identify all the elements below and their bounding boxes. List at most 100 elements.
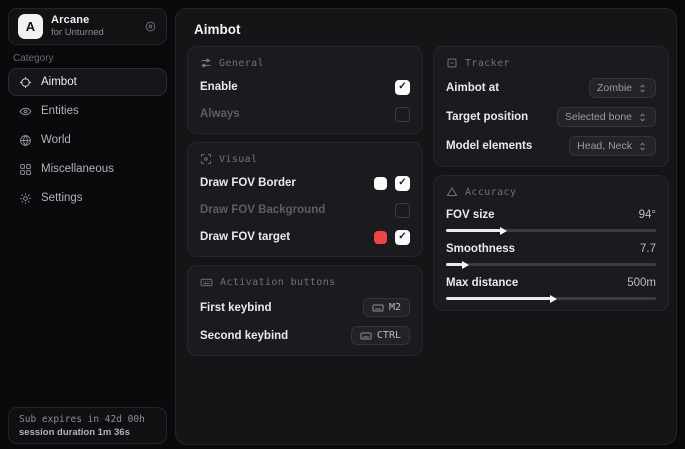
check-icon: ✓	[398, 231, 407, 242]
sidebar-item-label: Aimbot	[41, 76, 77, 88]
sidebar-item-label: World	[41, 134, 71, 146]
fov-background-checkbox[interactable]: ✓	[395, 202, 410, 218]
setting-label: First keybind	[200, 301, 272, 314]
accuracy-card: Accuracy FOV size 94° Smoothness 7.7	[433, 175, 669, 311]
app-logo-letter: A	[25, 19, 36, 34]
keyboard-icon	[372, 302, 384, 314]
setting-label: Model elements	[446, 140, 533, 152]
setting-row-always: Always ✓	[200, 105, 410, 123]
activation-card-header: Activation buttons	[200, 276, 410, 289]
setting-row-aimbot-at: Aimbot at Zombie	[446, 78, 656, 98]
first-keybind-button[interactable]: M2	[362, 298, 410, 317]
chevrons-up-down-icon	[637, 112, 648, 123]
slider-thumb[interactable]	[550, 294, 557, 303]
setting-label: Draw FOV Background	[200, 204, 326, 216]
slider-fill	[446, 226, 507, 235]
sidebar-item-world[interactable]: World	[8, 126, 167, 154]
slider-head: Smoothness 7.7	[446, 243, 656, 255]
tracker-card-header: Tracker	[446, 57, 656, 69]
session-duration-text: session duration 1m 36s	[19, 426, 130, 438]
tracker-card-title: Tracker	[465, 57, 510, 69]
chevrons-up-down-icon	[637, 83, 648, 94]
sidebar-nav: Aimbot Entities World M	[8, 68, 167, 213]
fov-border-color-swatch[interactable]	[374, 176, 387, 190]
sub-expiry-text: Sub expires in 42d 00h	[19, 413, 145, 425]
fov-size-slider[interactable]	[446, 226, 656, 235]
row-controls: ✓	[395, 202, 410, 218]
sidebar-item-miscellaneous[interactable]: Miscellaneous	[8, 155, 167, 183]
fov-size-value: 94°	[638, 209, 656, 221]
setting-label: Aimbot at	[446, 82, 500, 94]
setting-label: Always	[200, 108, 240, 120]
keyboard-icon	[360, 330, 372, 342]
always-checkbox[interactable]: ✓	[395, 106, 410, 122]
scan-icon	[200, 153, 212, 165]
setting-label: Draw FOV Border	[200, 177, 296, 189]
app-logo: A	[18, 14, 43, 39]
target-position-select[interactable]: Selected bone	[556, 107, 656, 127]
setting-row-enable: Enable ✓	[200, 78, 410, 96]
sidebar-item-aimbot[interactable]: Aimbot	[8, 68, 167, 96]
select-value: Selected bone	[564, 111, 632, 123]
slider-head: FOV size 94°	[446, 209, 656, 221]
frame-dash-icon	[446, 57, 458, 69]
slider-fill	[446, 260, 469, 269]
sidebar-item-entities[interactable]: Entities	[8, 97, 167, 125]
setting-row-fov-border: Draw FOV Border ✓	[200, 174, 410, 192]
fov-target-color-swatch[interactable]	[374, 230, 387, 244]
setting-label: Max distance	[446, 277, 519, 289]
fov-target-checkbox[interactable]: ✓	[395, 229, 410, 245]
keybind-value: CTRL	[376, 330, 401, 341]
setting-row-fov-target: Draw FOV target ✓	[200, 228, 410, 246]
left-column: General Enable ✓ Always ✓	[187, 46, 423, 356]
setting-label: FOV size	[446, 209, 495, 221]
max-distance-slider[interactable]	[446, 294, 656, 303]
app-subtitle: for Unturned	[51, 26, 104, 38]
sidebar-item-label: Settings	[41, 192, 83, 204]
gear-icon	[19, 192, 32, 205]
row-controls: ✓	[374, 175, 410, 191]
slider-thumb[interactable]	[461, 260, 469, 269]
smoothness-slider[interactable]	[446, 260, 656, 269]
enable-checkbox[interactable]: ✓	[395, 79, 410, 95]
check-icon: ✓	[398, 81, 407, 92]
select-value: Head, Neck	[577, 140, 632, 152]
max-distance-value: 500m	[627, 277, 656, 289]
app-header: A Arcane for Unturned	[8, 8, 167, 45]
select-value: Zombie	[596, 82, 632, 94]
setting-label: Draw FOV target	[200, 231, 291, 243]
row-controls: ✓	[374, 229, 410, 245]
activation-card-title: Activation buttons	[220, 277, 336, 288]
setting-row-first-keybind: First keybind M2	[200, 298, 410, 317]
activation-card: Activation buttons First keybind M2 Seco…	[187, 265, 423, 356]
chevrons-up-down-icon	[637, 141, 648, 152]
category-label: Category	[13, 53, 54, 64]
setting-label: Target position	[446, 111, 529, 123]
sidebar-item-label: Miscellaneous	[41, 163, 114, 175]
setting-row-fov-size: FOV size 94°	[446, 209, 656, 235]
second-keybind-button[interactable]: CTRL	[350, 326, 410, 345]
tracker-card: Tracker Aimbot at Zombie Target position…	[433, 46, 669, 167]
model-elements-select[interactable]: Head, Neck	[569, 136, 656, 156]
aimbot-at-select[interactable]: Zombie	[588, 78, 656, 98]
slider-fill	[446, 294, 557, 303]
setting-label: Smoothness	[446, 243, 516, 255]
setting-row-second-keybind: Second keybind CTRL	[200, 326, 410, 345]
sidebar-item-settings[interactable]: Settings	[8, 184, 167, 212]
general-card-title: General	[219, 57, 264, 69]
setting-row-fov-background: Draw FOV Background ✓	[200, 201, 410, 219]
setting-row-max-distance: Max distance 500m	[446, 277, 656, 303]
setting-row-model-elements: Model elements Head, Neck	[446, 136, 656, 156]
fov-border-checkbox[interactable]: ✓	[395, 175, 410, 191]
slider-thumb[interactable]	[499, 226, 507, 235]
sidebar-item-label: Entities	[41, 105, 79, 117]
slider-head: Max distance 500m	[446, 277, 656, 289]
eye-icon	[19, 105, 32, 118]
target-icon[interactable]	[144, 20, 157, 33]
accuracy-card-title: Accuracy	[465, 186, 517, 198]
setting-label: Second keybind	[200, 329, 289, 342]
triangle-icon	[446, 186, 458, 198]
right-column: Tracker Aimbot at Zombie Target position…	[433, 46, 669, 311]
sliders-icon	[200, 57, 212, 69]
sidebar: A Arcane for Unturned Category Aimbot	[0, 0, 175, 449]
